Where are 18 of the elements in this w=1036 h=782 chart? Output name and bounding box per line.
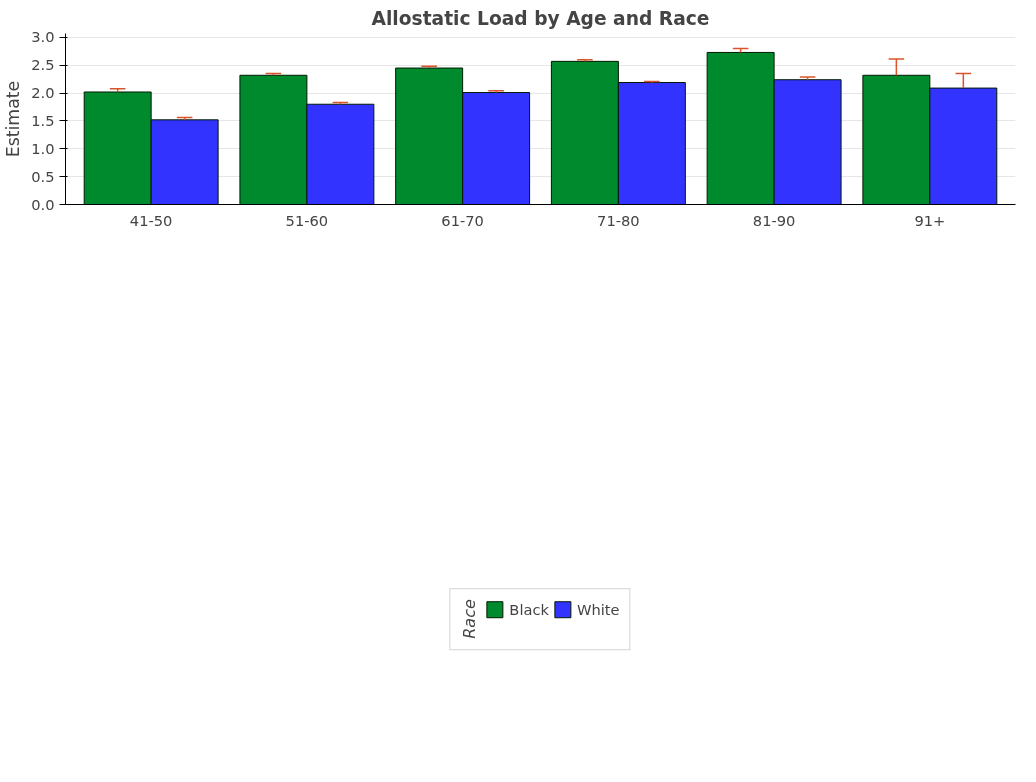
x-tick-label: 91+ [914, 211, 946, 229]
x-tick-label: 71-80 [597, 211, 640, 229]
x-tick-label: 61-70 [441, 211, 484, 229]
legend-label: Black [509, 600, 550, 618]
legend-label: White [577, 600, 620, 618]
y-tick-label: 1.0 [31, 139, 55, 157]
y-tick-label: 0.0 [31, 195, 55, 213]
y-axis-title: Estimate [3, 80, 24, 158]
y-tick-label: 2.0 [31, 84, 55, 102]
y-tick-label: 0.5 [31, 167, 55, 185]
y-tick-label: 2.5 [31, 56, 55, 74]
chart-title: Allostatic Load by Age and Race [371, 7, 710, 29]
x-tick-label: 81-90 [752, 211, 796, 229]
x-tick-label: 41-50 [129, 211, 173, 229]
legend-title: Race [460, 599, 480, 639]
x-tick-label: 51-60 [285, 211, 329, 229]
y-tick-label: 3.0 [31, 28, 55, 46]
y-tick-label: 1.5 [31, 111, 55, 129]
